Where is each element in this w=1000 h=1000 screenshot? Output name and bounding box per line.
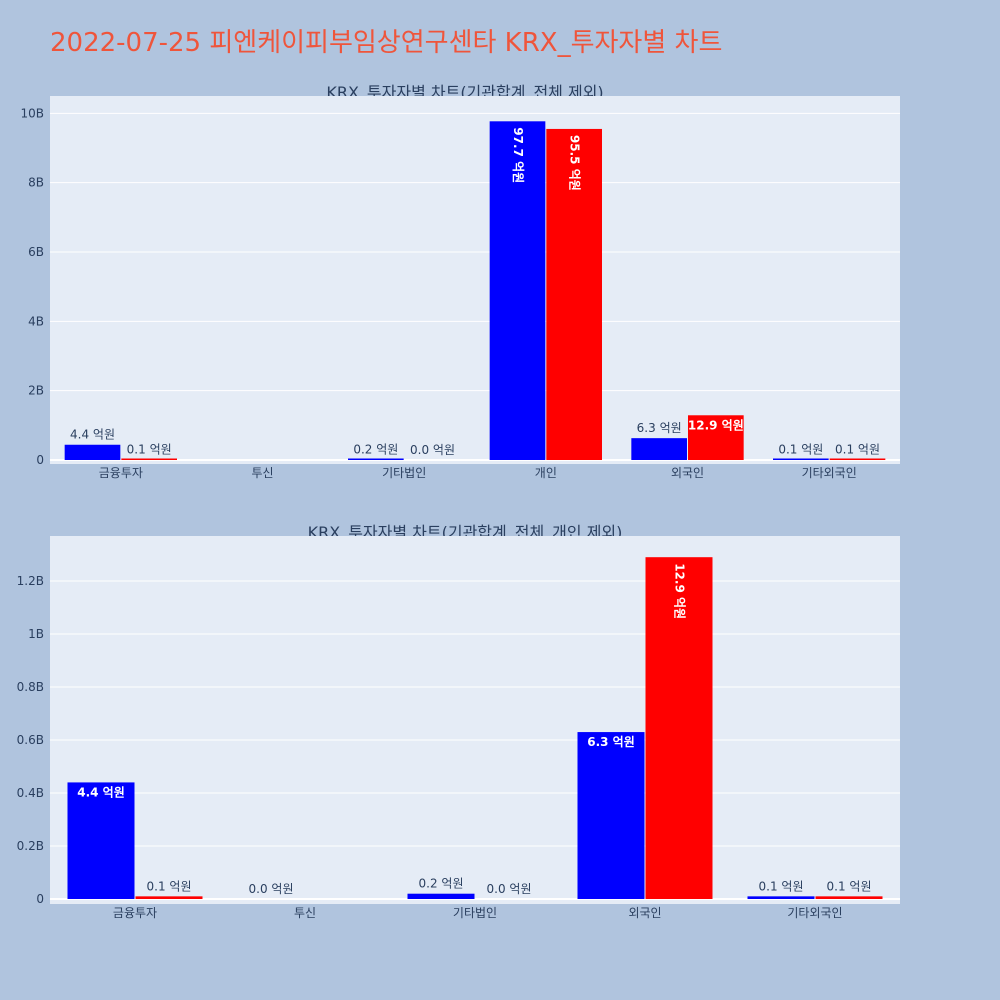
y-tick-label: 0.2B [17, 839, 44, 853]
y-tick-label: 6B [28, 245, 44, 259]
bar-value-label: 0.1 억원 [827, 879, 872, 893]
bar-value-label: 0.0 억원 [249, 882, 294, 896]
x-tick-label: 금융투자 [113, 906, 157, 920]
bar-sell [135, 896, 203, 899]
bar-value-label: 0.0 억원 [487, 882, 532, 896]
x-tick-label: 외국인 [628, 906, 661, 920]
y-tick-label: 0.8B [17, 680, 44, 694]
plot-background [50, 96, 900, 464]
bar-value-label: 0.1 억원 [147, 879, 192, 893]
bar-value-label: 0.2 억원 [353, 442, 398, 456]
y-tick-label: 1.2B [17, 574, 44, 588]
bar-buy [67, 782, 135, 899]
bar-value-label: 97.7 억원 [511, 127, 525, 183]
bar-value-label: 0.2 억원 [419, 877, 464, 891]
bar-value-label: 6.3 억원 [587, 735, 635, 749]
bar-value-label: 4.4 억원 [70, 428, 115, 442]
y-tick-label: 8B [28, 176, 44, 190]
x-tick-label: 기타법인 [453, 906, 497, 920]
x-tick-label: 투신 [251, 466, 273, 480]
bar-buy [747, 896, 815, 899]
bar-sell [121, 458, 177, 460]
y-tick-label: 0 [36, 892, 44, 906]
bar-buy [407, 893, 475, 899]
bar-sell [688, 415, 744, 460]
x-tick-label: 금융투자 [99, 466, 143, 480]
x-tick-label: 기타외국인 [802, 466, 857, 480]
bar-value-label: 0.1 억원 [778, 443, 823, 457]
x-tick-label: 개인 [535, 466, 557, 480]
y-tick-label: 0 [36, 453, 44, 467]
y-tick-label: 0.6B [17, 733, 44, 747]
y-tick-label: 10B [20, 106, 44, 120]
bar-value-label: 0.1 억원 [835, 443, 880, 457]
bar-value-label: 6.3 억원 [637, 421, 682, 435]
bar-value-label: 0.0 억원 [410, 443, 455, 457]
bar-buy [64, 444, 121, 460]
y-tick-label: 4B [28, 314, 44, 328]
bar-buy [577, 732, 645, 899]
plot-background [50, 536, 900, 904]
bar-value-label: 0.1 억원 [127, 443, 172, 457]
y-tick-label: 2B [28, 384, 44, 398]
bar-sell [829, 458, 886, 460]
bar-sell [645, 557, 713, 899]
bar-value-label: 12.9 억원 [673, 563, 687, 619]
x-tick-label: 기타외국인 [787, 906, 842, 920]
bar-buy [773, 458, 829, 460]
y-tick-label: 0.4B [17, 786, 44, 800]
page-title: 2022-07-25 피엔케이피부임상연구센타 KRX_투자자별 차트 [50, 28, 723, 58]
bar-value-label: 0.1 억원 [759, 879, 804, 893]
bar-sell [815, 896, 883, 899]
bar-value-label: 95.5 억원 [568, 135, 582, 191]
y-tick-label: 1B [28, 627, 44, 641]
x-tick-label: 투신 [294, 906, 316, 920]
chart-2: 0 0.2B 0.4B 0.6B 0.8B 1B 1.2B 금융투자 4.4 억원 0.1 억원투… [17, 536, 900, 920]
x-tick-label: 기타법인 [382, 466, 426, 480]
bar-buy [631, 438, 687, 460]
bar-value-label: 12.9 억원 [688, 418, 744, 432]
bar-value-label: 4.4 억원 [77, 785, 125, 799]
bar-buy [489, 121, 546, 460]
bar-sell [546, 128, 602, 460]
bar-buy [348, 458, 404, 460]
x-tick-label: 외국인 [671, 466, 704, 480]
